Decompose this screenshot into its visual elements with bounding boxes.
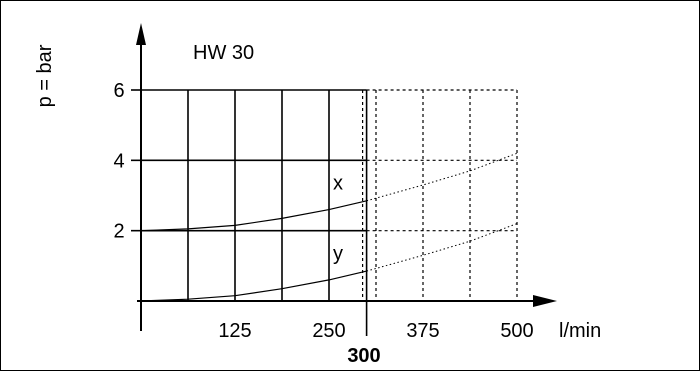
curve-label-x: x [333,173,343,195]
y-axis-arrow [136,23,146,45]
y-tick-label-4: 4 [113,150,124,172]
curve-label-y: y [333,243,343,265]
curve-y-dotted [366,223,518,272]
x-axis-label: l/min [559,320,601,342]
x-tick-label-250: 250 [312,320,345,342]
x-axis-arrow [533,295,557,307]
grid [141,89,518,301]
curve-x [140,200,367,232]
y-axis-label: p = bar [34,44,56,107]
y-tick-label-6: 6 [113,80,124,102]
curves [140,152,518,302]
x-tick-label-500: 500 [500,320,533,342]
x-tick-label-375: 375 [406,320,439,342]
axes [131,23,557,336]
chart-title: HW 30 [193,42,254,64]
y-tick-label-2: 2 [113,221,124,243]
labels: HW 30 p = bar l/min 300 2 4 6 125 250 375 500 x… [34,42,601,367]
x-tick-label-125: 125 [218,320,251,342]
curve-x-dotted [366,152,518,202]
highlight-x-label: 300 [347,345,380,367]
curve-y [140,270,367,302]
